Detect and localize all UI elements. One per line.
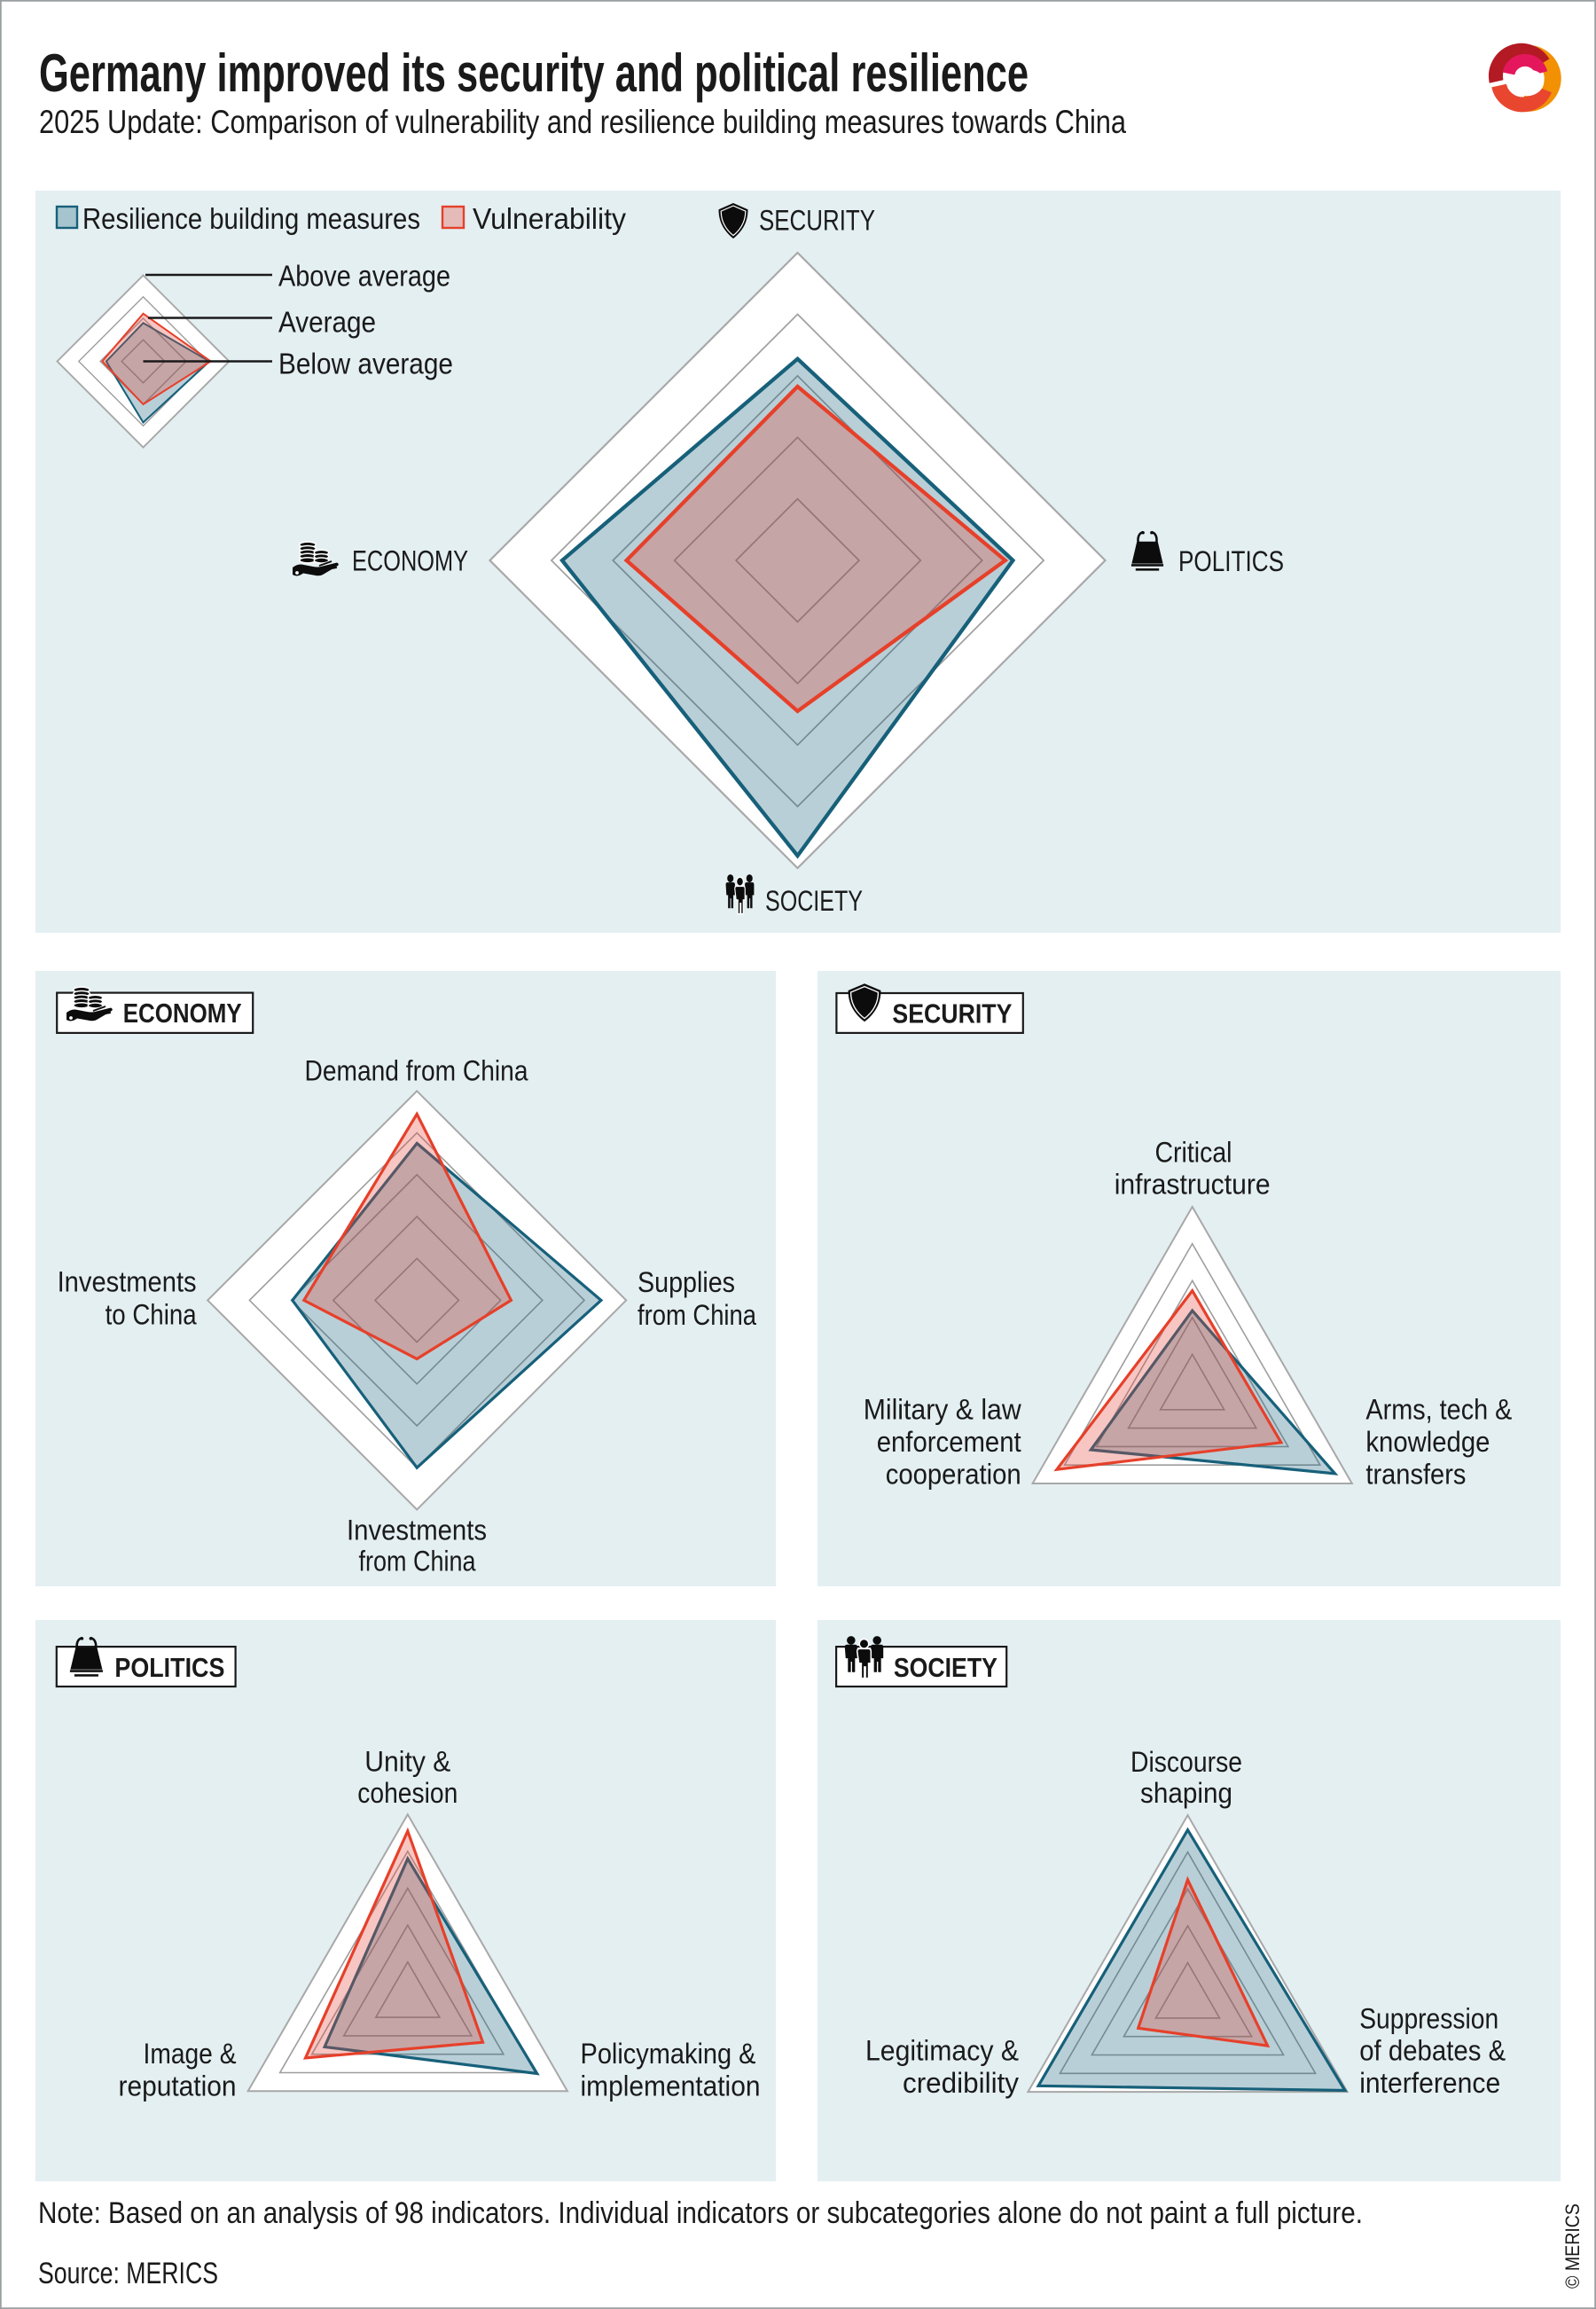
svg-text:Legitimacy &: Legitimacy & — [865, 2035, 1019, 2067]
svg-text:Arms, tech &: Arms, tech & — [1365, 1393, 1512, 1425]
svg-text:cohesion: cohesion — [357, 1777, 458, 1809]
svg-text:2025 Update: Comparison of vul: 2025 Update: Comparison of vulnerability… — [39, 104, 1126, 140]
svg-text:Below average: Below average — [278, 347, 453, 380]
svg-text:knowledge: knowledge — [1365, 1426, 1490, 1458]
svg-text:SOCIETY: SOCIETY — [894, 1652, 998, 1683]
svg-text:implementation: implementation — [581, 2070, 761, 2102]
svg-text:Unity &: Unity & — [364, 1745, 450, 1777]
svg-text:Resilience building measures: Resilience building measures — [82, 202, 420, 235]
svg-text:ECONOMY: ECONOMY — [352, 545, 468, 577]
svg-text:Note: Based on an analysis of: Note: Based on an analysis of 98 indicat… — [38, 2196, 1363, 2230]
svg-text:Vulnerability: Vulnerability — [473, 202, 626, 235]
svg-text:Discourse: Discourse — [1130, 1746, 1242, 1778]
svg-text:Policymaking &: Policymaking & — [581, 2038, 756, 2070]
svg-text:Image &: Image & — [144, 2038, 237, 2070]
svg-text:Supplies: Supplies — [638, 1266, 735, 1298]
svg-text:SOCIETY: SOCIETY — [765, 885, 863, 917]
svg-text:transfers: transfers — [1365, 1459, 1466, 1491]
svg-text:shaping: shaping — [1140, 1777, 1232, 1809]
svg-text:from China: from China — [638, 1299, 756, 1331]
svg-text:to China: to China — [106, 1299, 197, 1331]
svg-text:POLITICS: POLITICS — [114, 1652, 224, 1683]
svg-text:Suppression: Suppression — [1359, 2003, 1498, 2035]
svg-text:ECONOMY: ECONOMY — [123, 998, 242, 1029]
svg-text:Source: MERICS: Source: MERICS — [38, 2257, 218, 2290]
svg-text:Average: Average — [278, 305, 376, 338]
svg-text:Germany improved its security: Germany improved its security and politi… — [39, 43, 1029, 103]
svg-text:enforcement: enforcement — [877, 1426, 1021, 1458]
svg-text:cooperation: cooperation — [886, 1459, 1021, 1491]
svg-text:Demand from China: Demand from China — [305, 1055, 528, 1087]
svg-text:Critical: Critical — [1155, 1136, 1232, 1168]
svg-text:SECURITY: SECURITY — [892, 998, 1012, 1029]
svg-text:Investments: Investments — [58, 1266, 197, 1298]
svg-text:© MERICS: © MERICS — [1561, 2203, 1584, 2289]
svg-text:credibility: credibility — [903, 2067, 1019, 2099]
svg-text:reputation: reputation — [119, 2070, 237, 2102]
svg-text:Above average: Above average — [278, 260, 450, 293]
svg-text:Military & law: Military & law — [864, 1393, 1022, 1425]
svg-text:of debates &: of debates & — [1359, 2035, 1506, 2067]
svg-text:from China: from China — [359, 1545, 476, 1577]
svg-text:interference: interference — [1359, 2067, 1500, 2099]
svg-text:POLITICS: POLITICS — [1178, 545, 1284, 577]
svg-text:infrastructure: infrastructure — [1115, 1169, 1271, 1201]
svg-text:Investments: Investments — [347, 1515, 487, 1546]
svg-text:SECURITY: SECURITY — [759, 205, 875, 237]
